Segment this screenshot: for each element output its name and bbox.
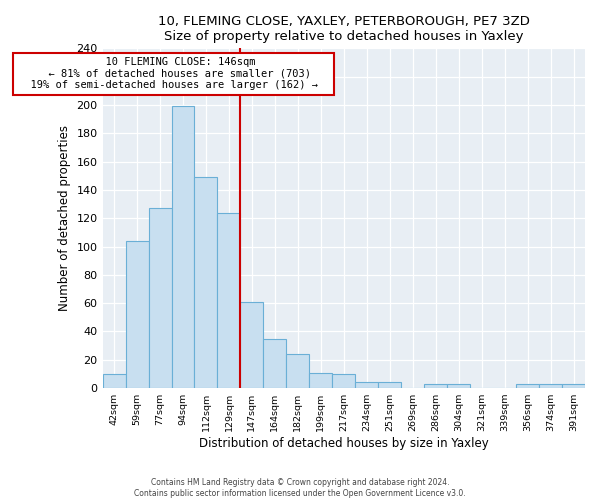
Bar [103,374,125,388]
Bar [355,382,378,388]
Text: 10 FLEMING CLOSE: 146sqm
  ← 81% of detached houses are smaller (703)
  19% of s: 10 FLEMING CLOSE: 146sqm ← 81% of detach… [17,57,330,90]
Text: Contains HM Land Registry data © Crown copyright and database right 2024.
Contai: Contains HM Land Registry data © Crown c… [134,478,466,498]
Bar [332,374,355,388]
X-axis label: Distribution of detached houses by size in Yaxley: Distribution of detached houses by size … [199,437,488,450]
Bar [286,354,310,388]
Y-axis label: Number of detached properties: Number of detached properties [58,125,71,311]
Bar [263,338,286,388]
Bar [172,106,194,388]
Bar [125,241,149,388]
Bar [310,372,332,388]
Bar [516,384,539,388]
Bar [539,384,562,388]
Title: 10, FLEMING CLOSE, YAXLEY, PETERBOROUGH, PE7 3ZD
Size of property relative to de: 10, FLEMING CLOSE, YAXLEY, PETERBOROUGH,… [158,15,530,43]
Bar [149,208,172,388]
Bar [447,384,470,388]
Bar [424,384,447,388]
Bar [241,302,263,388]
Bar [562,384,585,388]
Bar [217,212,241,388]
Bar [378,382,401,388]
Bar [194,177,217,388]
